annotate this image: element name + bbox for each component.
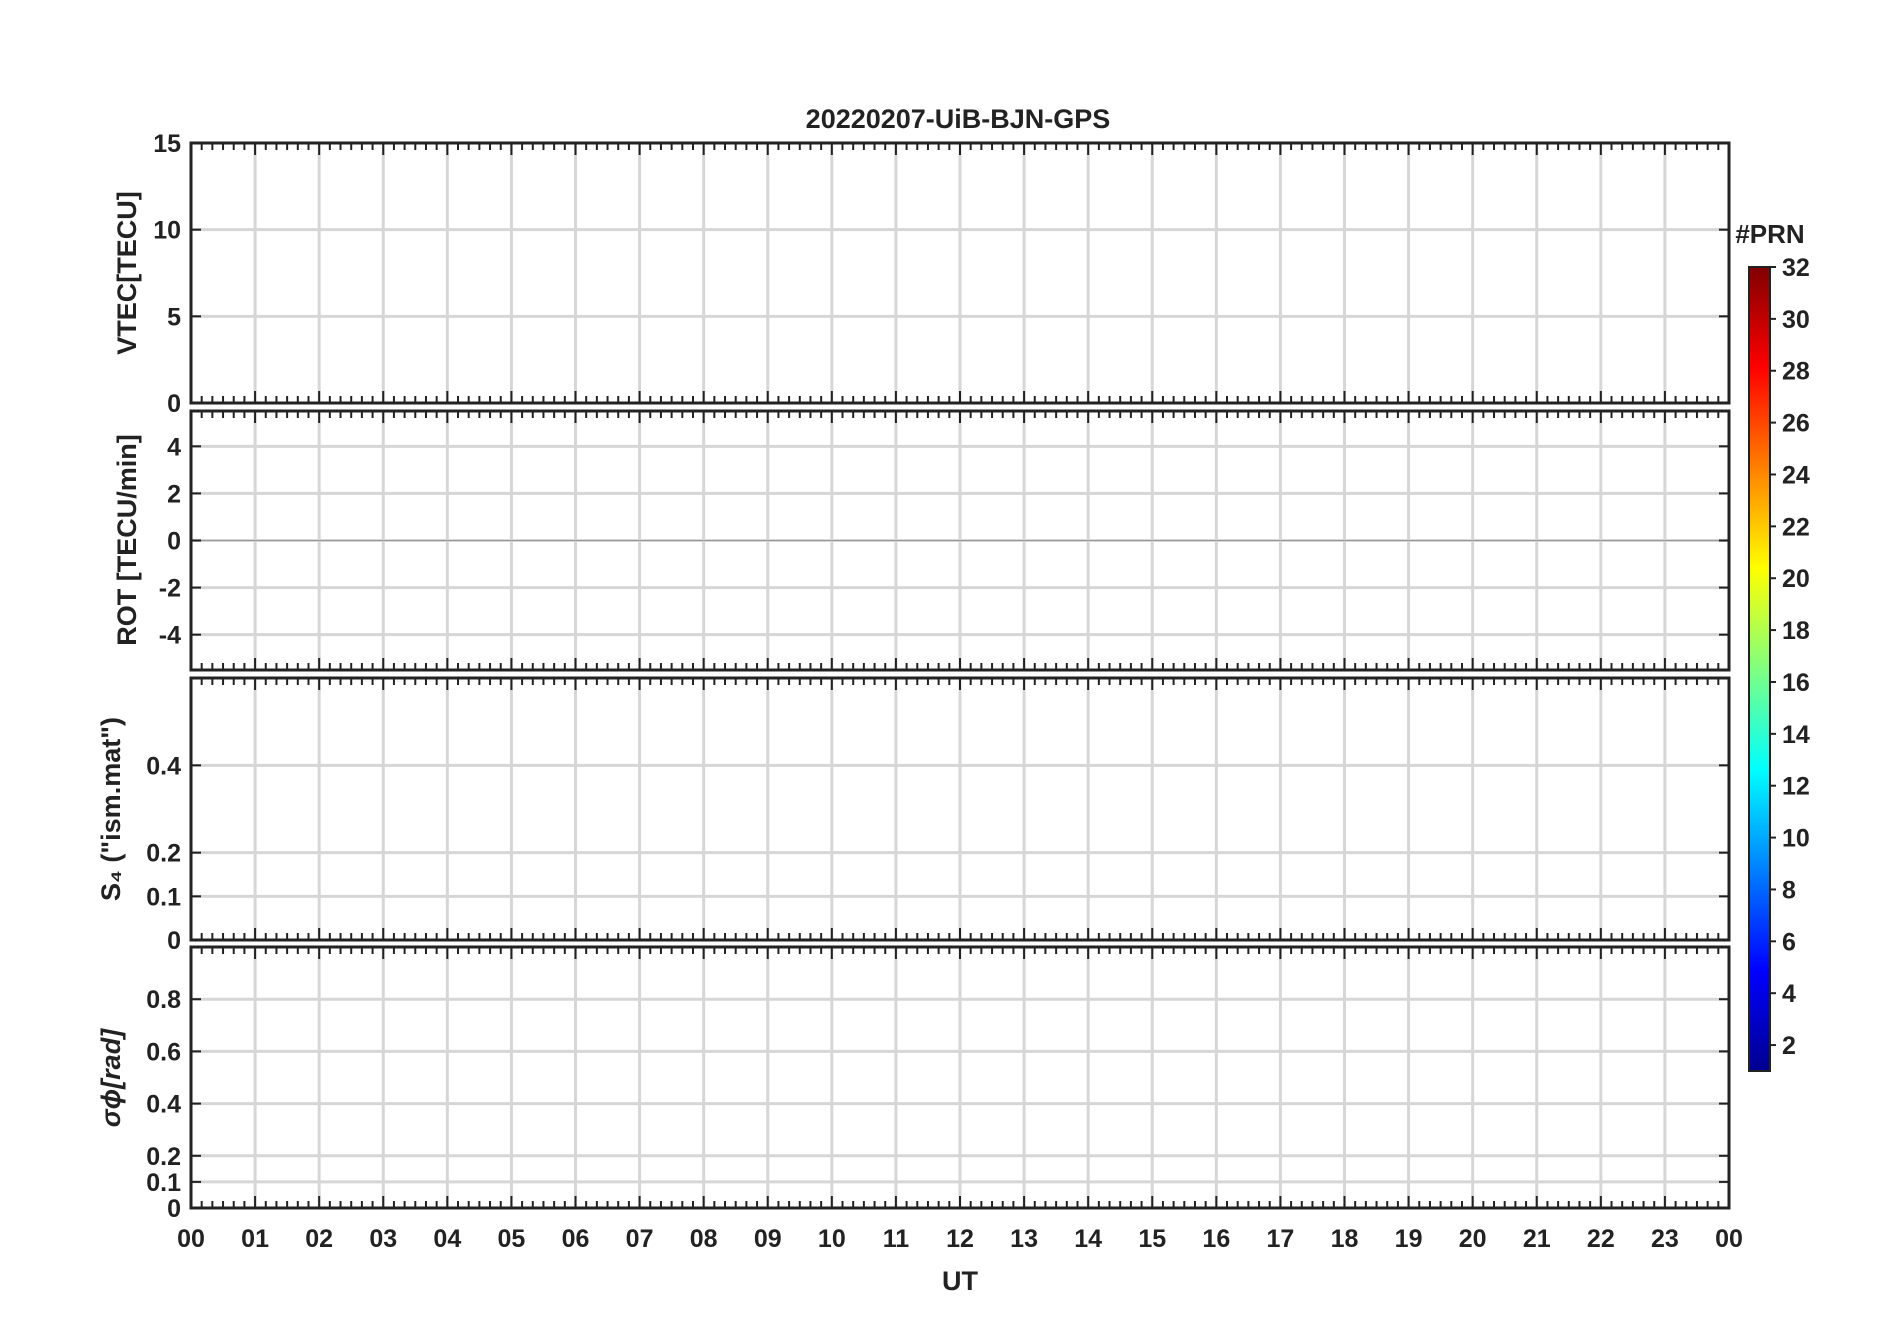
s4-grid [191,678,1729,940]
s4-ylabel: S₄ ("ism.mat") [96,717,126,901]
sigma-phi-grid [191,947,1729,1208]
panel-vtec: 0 5 10 15 VTEC[TECU] [112,130,1731,418]
y-tick-label: -2 [159,575,181,603]
y-tick-label: 0 [167,1195,181,1223]
x-tick-label: 02 [305,1225,333,1253]
x-tick-label: 23 [1651,1225,1679,1253]
y-tick-label: 4 [167,433,181,461]
series-prn-29 [640,230,800,282]
x-tick-label: 05 [498,1225,526,1253]
y-tick-label: 0.2 [146,1143,181,1171]
x-tick-label: 10 [818,1225,846,1253]
colorbar-tick-label: 28 [1782,358,1810,386]
colorbar-tick-label: 30 [1782,306,1810,334]
x-tick-label: 03 [369,1225,397,1253]
y-tick-label: 0 [167,528,181,556]
y-tick-label: 0.1 [146,1169,181,1197]
x-tick-label: 21 [1523,1225,1551,1253]
vtec-ylabel: VTEC[TECU] [112,191,142,355]
x-tick-label: 19 [1395,1225,1423,1253]
series-prn-23 [191,334,511,369]
x-tick-label: 20 [1459,1225,1487,1253]
series-prn-16 [704,212,896,368]
x-tick-labels: 00 01 02 03 04 05 06 07 08 09 10 11 12 13 14 15 16 17 18 19… [177,1225,1743,1253]
series-prn-31 [191,316,511,403]
x-tick-label: 09 [754,1225,782,1253]
colorbar-tick-label: 4 [1782,980,1796,1008]
x-tick-label: 17 [1267,1225,1295,1253]
y-tick-label: 2 [167,480,181,508]
x-tick-label: 11 [883,1225,910,1253]
x-tick-label: 04 [433,1225,461,1253]
x-tick-label: 14 [1074,1225,1102,1253]
x-tick-label: 01 [241,1225,269,1253]
panel-sigma-phi: 00.10.2 0.4 0.6 0.8 σϕ[rad] [96,945,1731,1223]
y-tick-label: 5 [167,303,181,331]
y-tick-label: 0.4 [146,752,181,780]
x-tick-label: 07 [626,1225,654,1253]
colorbar-tick-label: 20 [1782,565,1810,593]
sigma-phi-ticks: 00.10.2 0.4 0.6 0.8 [146,947,1730,1223]
x-tick-label: 15 [1138,1225,1166,1253]
colorbar-gradient [1748,266,1771,1072]
colorbar-label: #PRN [1735,219,1804,249]
y-tick-label: 0.4 [146,1091,181,1119]
series-prn-5 [191,334,544,386]
vtec-ticks: 0 5 10 15 [153,130,1730,418]
y-tick-label: -4 [159,622,181,650]
y-tick-label: 10 [153,217,181,245]
s4-ticks: 0 0.1 0.2 0.4 [146,678,1730,955]
chart-title: 20220207-UiB-BJN-GPS [806,104,1111,134]
colorbar-tick-label: 22 [1782,513,1810,541]
x-tick-label: 06 [562,1225,590,1253]
colorbar-tick-label: 24 [1782,461,1810,489]
x-tick-label: 16 [1202,1225,1230,1253]
panel-s4: 0 0.1 0.2 0.4 S₄ ("ism.mat") [96,676,1731,955]
y-tick-label: 0.1 [146,883,181,911]
rot-ylabel: ROT [TECU/min] [112,434,142,645]
series-prn-7 [640,247,1217,368]
colorbar-tick-label: 2 [1782,1032,1796,1060]
series-prn-12 [704,212,1024,299]
y-tick-label: 0.8 [146,986,181,1014]
rot-grid [191,411,1729,670]
colorbar-tick-label: 32 [1782,254,1810,282]
colorbar-tick-label: 8 [1782,876,1796,904]
colorbar-tick-label: 26 [1782,410,1810,438]
colorbar-tick-label: 14 [1782,721,1810,749]
x-tick-label: 12 [946,1225,974,1253]
panel-rot: -4 -2 0 2 4 ROT [TECU/min] [112,409,1731,672]
x-tick-label: 13 [1010,1225,1038,1253]
sigma-phi-ylabel: σϕ[rad] [96,1028,126,1127]
y-tick-label: 15 [153,130,181,158]
vtec-grid [191,143,1729,403]
x-tick-label: 00 [177,1225,205,1253]
y-tick-label: 0.2 [146,840,181,868]
x-tick-label: 18 [1331,1225,1359,1253]
colorbar-tick-label: 10 [1782,825,1810,853]
x-tick-label: 08 [690,1225,718,1253]
x-tick-label: 22 [1587,1225,1615,1253]
x-tick-label: 00 [1715,1225,1743,1253]
x-axis-label: UT [942,1266,978,1296]
colorbar-tick-label: 18 [1782,617,1810,645]
colorbar-tick-label: 16 [1782,669,1810,697]
colorbar-tick-label: 12 [1782,773,1810,801]
colorbar-tick-label: 6 [1782,928,1796,956]
y-tick-label: 0 [167,390,181,418]
y-tick-label: 0.6 [146,1038,181,1066]
y-tick-label: 0 [167,927,181,955]
rot-ticks: -4 -2 0 2 4 [159,411,1730,670]
